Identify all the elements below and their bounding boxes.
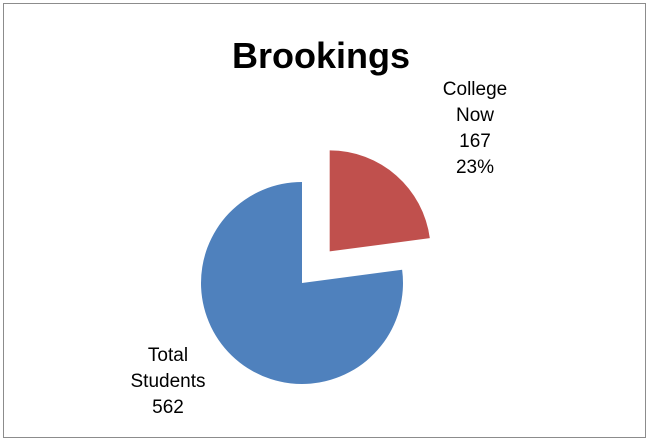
data-label-line: 562 (152, 397, 184, 418)
pie-slice-college-now (329, 150, 430, 252)
pie-data-labels: College Now 167 23% Total Students 562 (131, 79, 508, 418)
data-label-college-now: College Now 167 23% (443, 79, 507, 178)
pie-slice-total-students (201, 181, 403, 384)
chart-title: Brookings (232, 35, 410, 76)
pie-slices (201, 150, 430, 384)
data-label-line: 167 (459, 131, 491, 152)
data-label-total-students: Total Students 562 (131, 345, 206, 418)
data-label-line: Students (131, 371, 206, 392)
data-label-line: College (443, 79, 507, 100)
data-label-line: 23% (456, 157, 494, 178)
data-label-line: Total (148, 345, 188, 366)
data-label-line: Now (456, 105, 494, 126)
